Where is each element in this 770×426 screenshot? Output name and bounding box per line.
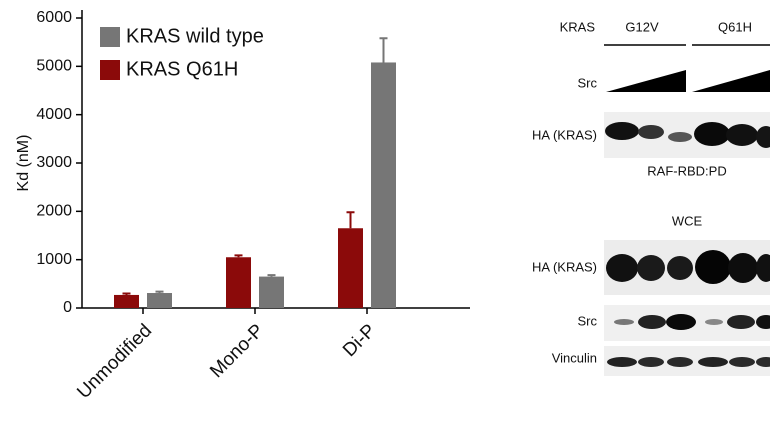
band — [728, 253, 758, 283]
blot-header: KRAS — [560, 19, 596, 34]
group-label: G12V — [625, 19, 659, 34]
x-tick-label: Mono-P — [206, 320, 268, 382]
band — [638, 315, 666, 329]
group-label: Q61H — [718, 19, 752, 34]
y-tick-label: 5000 — [36, 58, 72, 75]
y-axis-label: Kd (nM) — [15, 135, 32, 192]
error-bar — [268, 275, 276, 276]
band — [705, 319, 723, 325]
error-bar — [235, 255, 243, 257]
legend-swatch — [100, 27, 120, 47]
x-tick-label: Di-P — [339, 320, 380, 361]
legend-swatch — [100, 60, 120, 80]
panel-caption: RAF-RBD:PD — [647, 163, 726, 178]
band — [667, 256, 693, 280]
band — [638, 357, 664, 367]
western-blot: KRAS G12V Q61H Src HA (KRAS) RAF-RBD:PD … — [532, 19, 770, 376]
band — [729, 357, 755, 367]
band — [726, 124, 758, 146]
legend-label: KRAS Q61H — [126, 58, 238, 80]
gradient-wedge — [692, 70, 770, 92]
bar — [259, 277, 284, 308]
bar — [147, 293, 172, 308]
error-bar — [347, 212, 355, 228]
band — [638, 125, 664, 139]
treatment-label: Src — [578, 75, 598, 90]
y-tick-label: 6000 — [36, 9, 72, 26]
bar — [371, 62, 396, 308]
band — [637, 255, 665, 281]
error-bar — [156, 292, 164, 293]
panel-title: WCE — [672, 213, 703, 228]
band — [694, 122, 730, 146]
error-bar — [380, 38, 388, 62]
bar — [338, 228, 363, 308]
row-label: HA (KRAS) — [532, 259, 597, 274]
row-label: Src — [578, 313, 598, 328]
row-label: HA (KRAS) — [532, 127, 597, 142]
band — [607, 357, 637, 367]
band — [668, 132, 692, 142]
error-bar — [123, 294, 131, 295]
y-tick-label: 3000 — [36, 154, 72, 171]
y-tick-label: 0 — [63, 299, 72, 316]
y-tick-label: 1000 — [36, 251, 72, 268]
band — [727, 315, 755, 329]
y-tick-label: 4000 — [36, 106, 72, 123]
y-tick-label: 2000 — [36, 203, 72, 220]
band — [698, 357, 728, 367]
band — [666, 314, 696, 330]
band — [606, 254, 638, 282]
legend-label: KRAS wild type — [126, 25, 264, 47]
row-label: Vinculin — [552, 350, 597, 365]
bar — [226, 257, 251, 308]
x-tick-label: Unmodified — [73, 320, 156, 403]
band — [614, 319, 634, 325]
band — [695, 250, 731, 284]
figure: Kd (nM) KRAS G12V Q61H Src HA (KRAS) RAF… — [0, 0, 770, 426]
gradient-wedge — [606, 70, 686, 92]
band — [605, 122, 639, 140]
band — [667, 357, 693, 367]
bar — [114, 295, 139, 308]
